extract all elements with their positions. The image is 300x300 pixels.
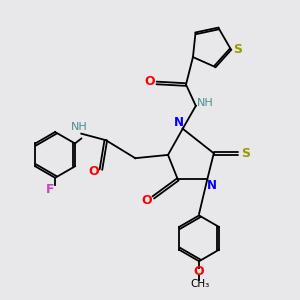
Text: O: O <box>141 194 152 207</box>
Text: N: N <box>207 179 217 192</box>
Text: O: O <box>193 265 204 278</box>
Text: O: O <box>88 165 99 178</box>
Text: NH: NH <box>71 122 88 132</box>
Text: F: F <box>46 183 55 196</box>
Text: S: S <box>233 43 242 56</box>
Text: O: O <box>144 75 155 88</box>
Text: CH₃: CH₃ <box>190 279 210 289</box>
Text: NH: NH <box>196 98 213 108</box>
Text: S: S <box>241 147 250 160</box>
Text: N: N <box>174 116 184 129</box>
